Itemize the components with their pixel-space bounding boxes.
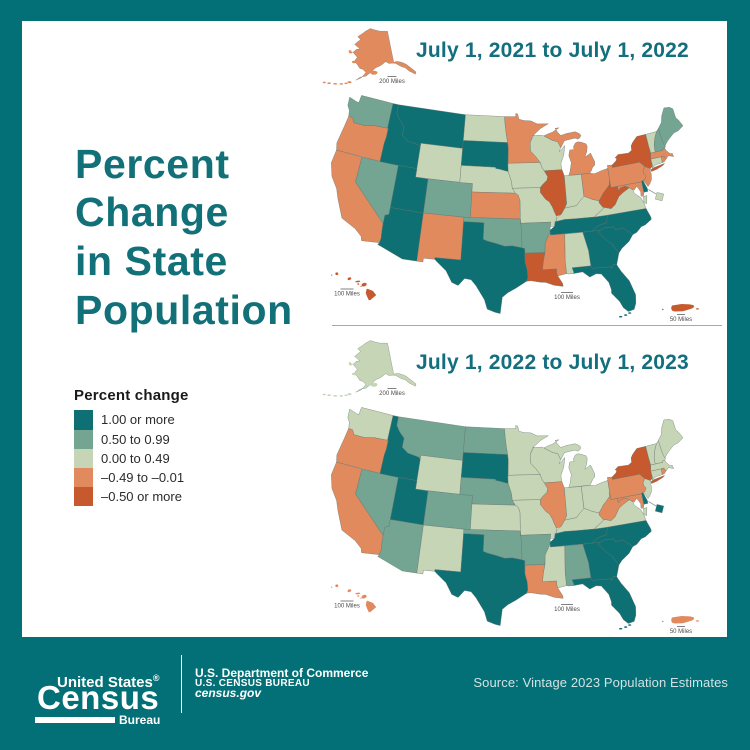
svg-text:50 Miles: 50 Miles [670,317,692,323]
svg-text:100 Miles: 100 Miles [334,291,360,297]
svg-text:50 Miles: 50 Miles [670,629,692,635]
svg-text:100 Miles: 100 Miles [334,603,360,609]
svg-text:200 Miles: 200 Miles [379,79,405,85]
svg-text:200 Miles: 200 Miles [379,391,405,397]
svg-text:100 Miles: 100 Miles [554,607,580,613]
svg-text:100 Miles: 100 Miles [554,295,580,301]
